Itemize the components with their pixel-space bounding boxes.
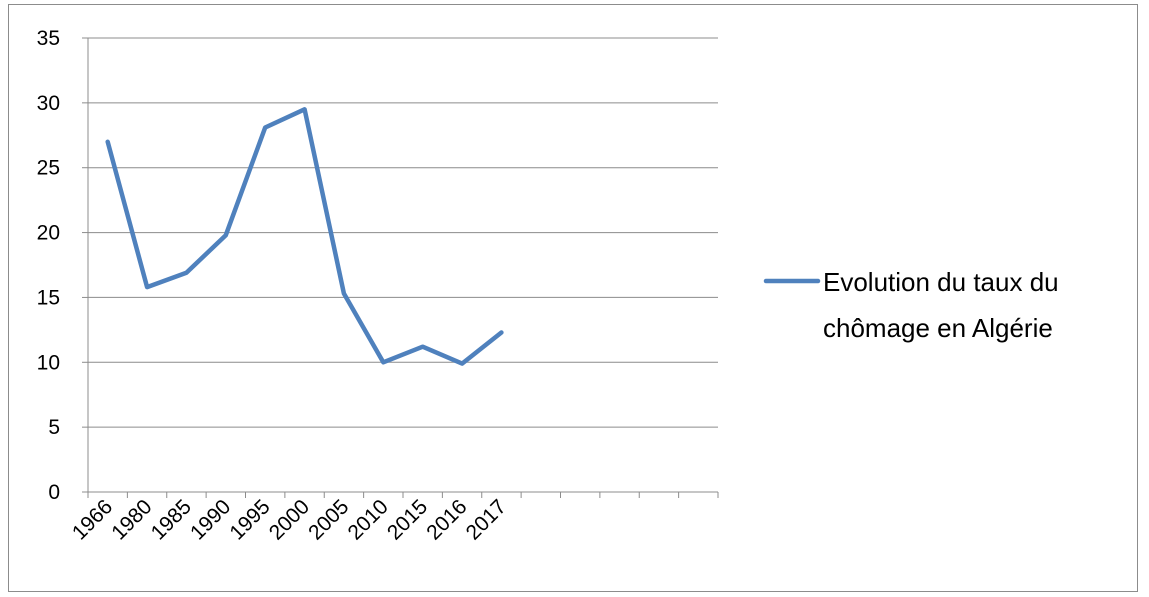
x-tick-label: 1995 [225,495,274,544]
legend-label-line-1: Evolution du taux du [823,267,1059,297]
gridlines [88,37,718,428]
x-tick-label: 2005 [304,495,353,544]
x-tick-label: 1966 [68,495,117,544]
legend: Evolution du taux du chômage en Algérie [763,267,1059,343]
x-tick-label: 1980 [107,495,156,544]
x-tick-label: 1985 [147,495,196,544]
chart-frame [8,4,1138,592]
y-tick-label: 20 [37,222,60,245]
x-tick-label: 2015 [383,495,432,544]
x-tick-label: 1990 [186,495,235,544]
y-tick-label: 10 [37,351,60,374]
x-tick-labels: 1966198019851990199520002005201020152016… [68,495,511,544]
y-tick-label: 30 [37,92,60,115]
y-tick-label: 15 [37,286,60,309]
x-tick-label: 2000 [265,495,314,544]
y-tick-label: 25 [37,157,60,180]
y-tick-labels: 0 5 10 15 20 25 30 35 [37,27,60,504]
y-tick-label: 0 [48,481,60,504]
x-tick-label: 2017 [462,495,511,544]
x-tick-label: 2010 [344,495,393,544]
series-line [105,107,504,366]
series [105,107,504,366]
axes [82,37,719,498]
y-tick-label: 35 [37,27,60,50]
y-tick-label: 5 [48,416,60,439]
legend-label-line-2: chômage en Algérie [823,313,1053,343]
x-tick-label: 2016 [422,495,471,544]
